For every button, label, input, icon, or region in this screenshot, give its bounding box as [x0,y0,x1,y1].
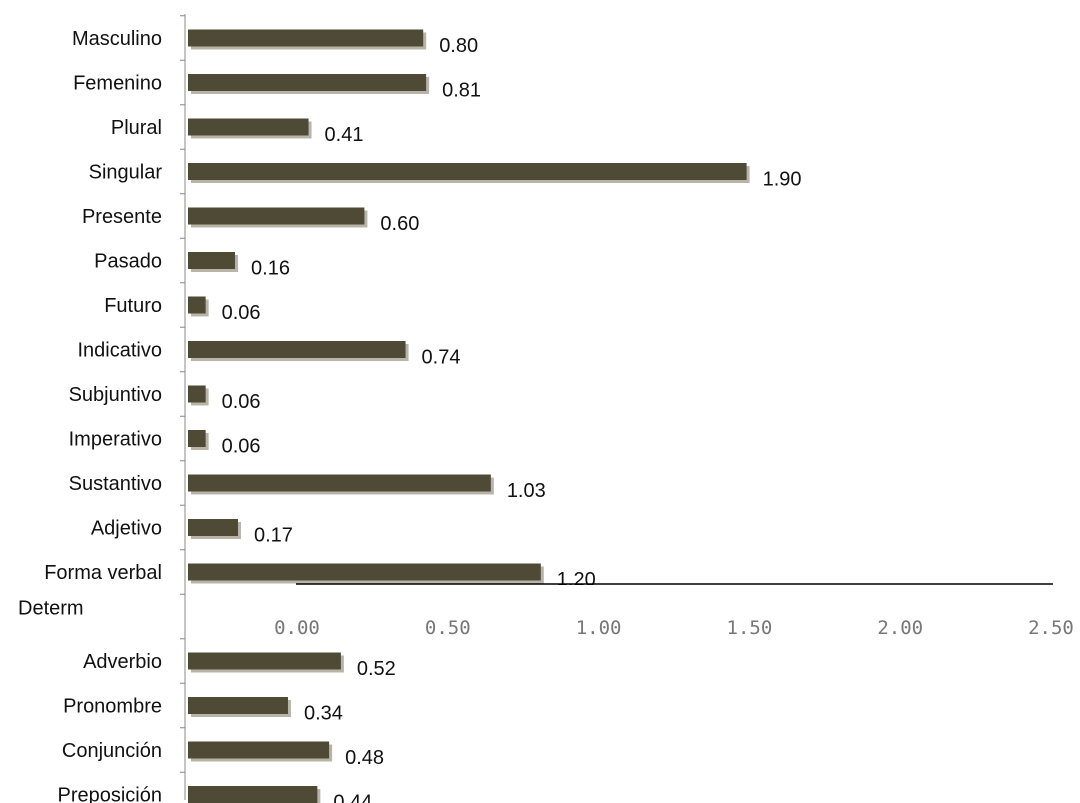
x-tick-label: 0.50 [425,617,471,639]
category-label: Forma verbal [44,562,162,584]
category-label: Conjunción [62,740,162,762]
bar [188,252,236,269]
bar [188,74,427,91]
value-label: 0.06 [222,391,261,413]
bar [188,341,406,358]
bar [188,207,365,225]
category-label: Pronombre [63,696,162,718]
y-axis-ticks [180,15,185,773]
bar [188,163,747,180]
category-label: Imperativo [69,429,162,451]
value-label: 1.90 [763,169,802,191]
bar [188,118,309,136]
category-label: Determ [18,598,84,620]
value-label: 0.34 [304,703,343,725]
bar [188,474,491,492]
category-label: Presente [82,206,162,228]
value-label: 0.74 [422,347,461,369]
bar [188,385,206,403]
category-label: Futuro [104,295,162,317]
value-label: 0.17 [254,525,293,547]
category-labels: Masculino Femenino Plural Singular Presente P… [18,28,162,803]
category-label: Pasado [94,251,162,273]
bar [188,652,341,670]
value-label: 0.41 [325,124,364,146]
x-tick-label: 0.00 [274,617,320,639]
bar [188,296,206,314]
category-label: Masculino [72,28,162,50]
bar [188,563,541,581]
bar [188,741,330,759]
bar [188,430,206,447]
category-label: Plural [111,117,162,139]
category-label: Femenino [73,73,162,95]
value-label: 0.48 [345,747,384,769]
value-labels: 0.80 0.81 0.41 1.90 0.60 0.16 0.06 0.74 0.06 0.06… [222,35,802,803]
bar [188,519,238,536]
value-label: 0.81 [442,80,481,102]
value-label: 0.52 [357,658,396,680]
value-label: 0.60 [380,213,419,235]
bar [188,697,288,714]
x-tick-label: 2.50 [1028,617,1074,639]
value-label: 0.06 [222,436,261,458]
value-label: 0.06 [222,302,261,324]
bar [188,29,424,47]
x-tick-label: 1.00 [576,617,622,639]
category-label: Adjetivo [91,518,162,540]
category-label: Singular [89,162,163,184]
value-label: 0.44 [333,792,372,803]
category-label: Adverbio [83,651,162,673]
bars [188,29,750,803]
category-label: Indicativo [78,340,163,362]
value-label: 1.03 [507,480,546,502]
x-tick-label: 2.00 [877,617,923,639]
bar [188,786,318,803]
overlay-axis-panel [190,585,1078,645]
value-label: 0.80 [439,35,478,57]
category-label: Subjuntivo [69,384,162,406]
category-label: Preposición [57,785,162,803]
category-label: Sustantivo [69,473,162,495]
x-axis-tick-labels: 0.00 0.50 1.00 1.50 2.00 2.50 [274,617,1074,639]
x-tick-label: 1.50 [727,617,773,639]
value-label: 0.16 [251,258,290,280]
